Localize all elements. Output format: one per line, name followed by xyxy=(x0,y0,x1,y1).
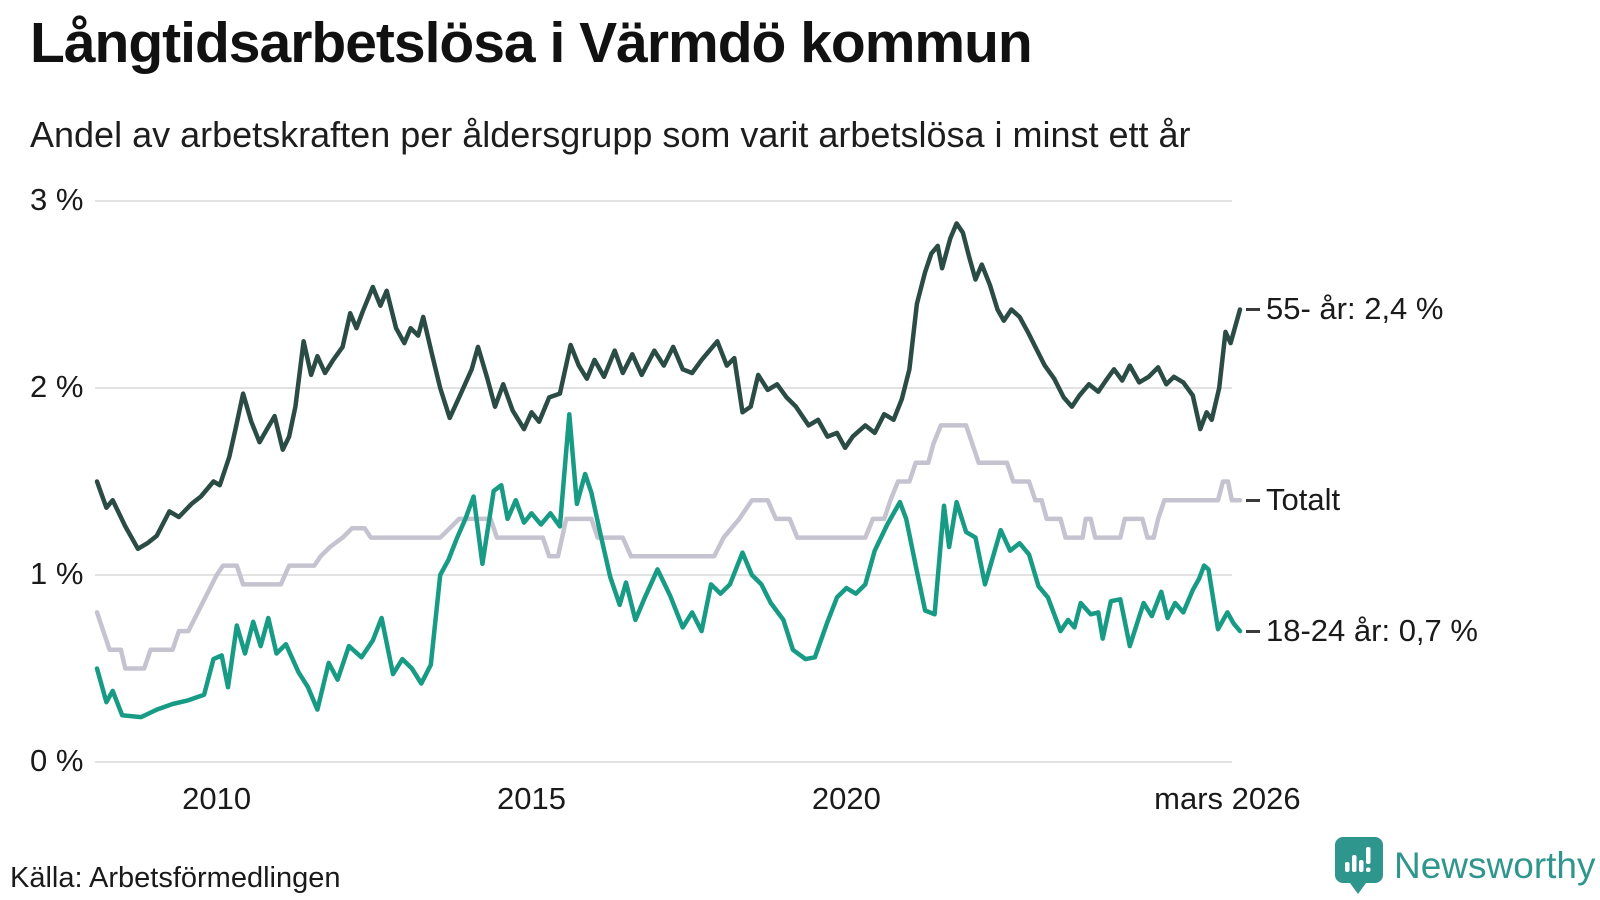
series-end-label: 55- år: 2,4 % xyxy=(1246,291,1443,327)
x-axis-tick-label: mars 2026 xyxy=(1154,781,1301,816)
label-tick-dash xyxy=(1246,498,1260,502)
chart-subtitle: Andel av arbetskraften per åldersgrupp s… xyxy=(30,114,1191,155)
series-end-label-text: 55- år: 2,4 % xyxy=(1266,291,1444,327)
x-axis-tick-label: 2010 xyxy=(182,781,252,816)
series-line-totalt xyxy=(94,423,1243,671)
newsworthy-wordmark: Newsworthy xyxy=(1394,845,1596,886)
y-axis-tick-label: 1 % xyxy=(30,556,84,591)
series-line-18-24-r xyxy=(94,411,1243,720)
series-line-55-r xyxy=(94,221,1243,552)
x-axis-tick-label: 2020 xyxy=(811,781,881,816)
label-tick-dash xyxy=(1246,629,1260,633)
x-axis-tick-label: 2015 xyxy=(497,781,566,816)
series-end-label-text: Totalt xyxy=(1266,482,1341,518)
y-axis-tick-label: 2 % xyxy=(30,369,84,404)
newsworthy-logo: Newsworthy xyxy=(1334,836,1596,896)
series-end-label-text: 18-24 år: 0,7 % xyxy=(1266,613,1478,649)
source-note: Källa: Arbetsförmedlingen xyxy=(10,862,341,894)
y-axis-tick-label: 3 % xyxy=(30,182,84,217)
series-end-label: Totalt xyxy=(1246,482,1340,518)
series-end-label: 18-24 år: 0,7 % xyxy=(1246,613,1478,649)
y-axis-tick-label: 0 % xyxy=(30,743,84,778)
label-tick-dash xyxy=(1246,307,1260,311)
newsworthy-bubble-chart-icon xyxy=(1335,837,1383,894)
page-title: Långtidsarbetslösa i Värmdö kommun xyxy=(30,11,1033,75)
